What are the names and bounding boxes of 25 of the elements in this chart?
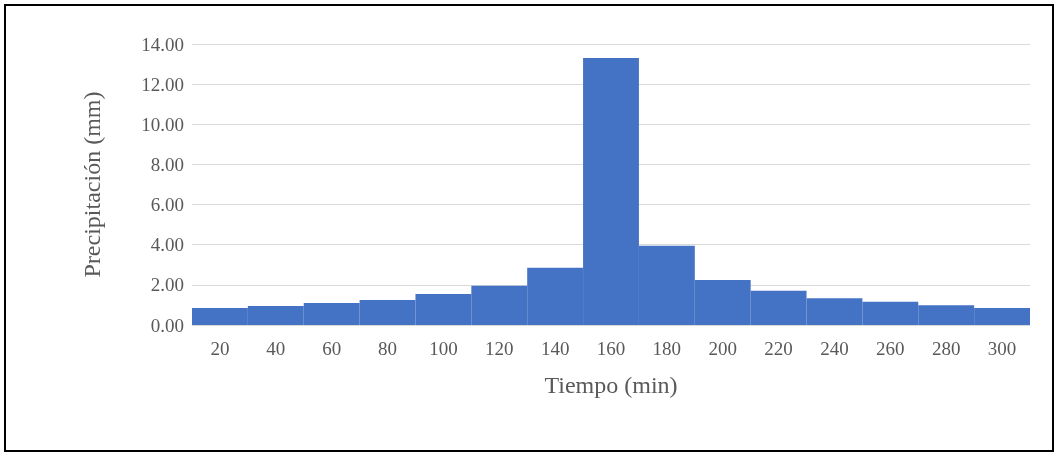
x-tick-label: 240 xyxy=(820,338,849,359)
x-tick-label: 140 xyxy=(540,338,570,359)
x-axis-title: Tiempo (min) xyxy=(544,372,678,398)
x-tick-label: 60 xyxy=(322,338,342,359)
x-tick-label: 120 xyxy=(485,338,514,359)
y-tick-label: 10.00 xyxy=(141,113,184,135)
y-tick-label: 14.00 xyxy=(141,33,184,55)
x-tick-label: 200 xyxy=(708,338,737,359)
x-tick-label: 100 xyxy=(429,338,458,359)
y-tick-label: 4.00 xyxy=(150,234,184,256)
x-tick-label: 260 xyxy=(876,338,905,359)
y-tick-label: 12.00 xyxy=(141,73,184,95)
x-tick-label: 300 xyxy=(987,338,1017,359)
y-axis-title: Precipitación (mm) xyxy=(79,91,105,278)
y-tick-label: 0.00 xyxy=(150,314,184,336)
y-tick-label: 6.00 xyxy=(150,194,184,216)
y-tick-label: 8.00 xyxy=(150,153,184,175)
x-tick-label: 20 xyxy=(210,338,230,359)
x-tick-label: 280 xyxy=(931,338,961,359)
x-tick-label: 80 xyxy=(378,338,398,359)
x-tick-label: 40 xyxy=(266,338,286,359)
y-tick-label: 2.00 xyxy=(150,274,184,296)
x-tick-label: 180 xyxy=(652,338,682,359)
x-tick-label: 220 xyxy=(764,338,793,359)
x-tick-label: 160 xyxy=(596,338,626,359)
